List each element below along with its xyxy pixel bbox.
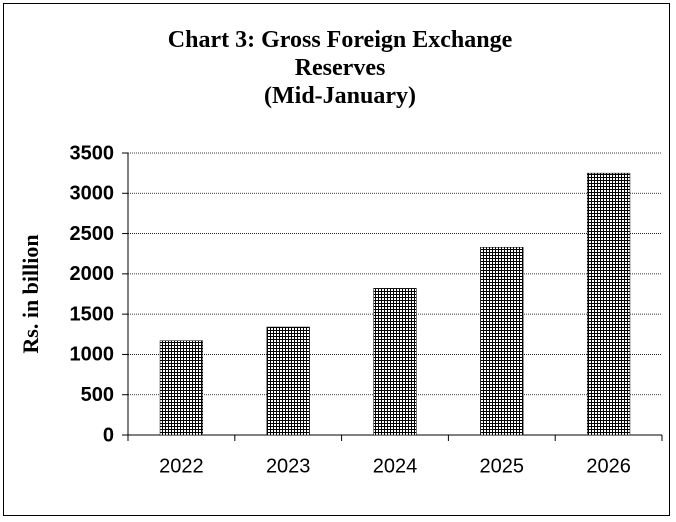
y-tick-label: 1500	[70, 303, 115, 325]
y-tick-label: 3000	[70, 183, 115, 205]
x-tick-label: 2026	[586, 455, 631, 477]
chart-title-block: Chart 3: Gross Foreign Exchange Reserves…	[130, 26, 550, 110]
y-tick-label: 0	[103, 424, 114, 446]
chart-subtitle: (Mid-January)	[264, 83, 416, 109]
bar	[480, 247, 524, 436]
x-tick-label: 2024	[373, 455, 418, 477]
chart-frame	[3, 3, 670, 516]
x-tick-label: 2023	[266, 455, 311, 477]
y-tick-label: 500	[81, 384, 114, 406]
chart-title: Chart 3: Gross Foreign Exchange Reserves	[167, 27, 513, 81]
y-tick-label: 1000	[70, 344, 115, 366]
y-axis-label: Rs. in billion	[18, 234, 43, 353]
bar	[586, 172, 631, 436]
y-tick-label: 2000	[70, 263, 115, 285]
bar	[266, 326, 310, 436]
y-tick-label: 2500	[70, 223, 115, 245]
bar	[373, 288, 417, 436]
x-tick-label: 2025	[480, 455, 525, 477]
bar	[159, 340, 204, 436]
y-tick-label: 3500	[70, 142, 115, 164]
x-tick-label: 2022	[159, 455, 204, 477]
